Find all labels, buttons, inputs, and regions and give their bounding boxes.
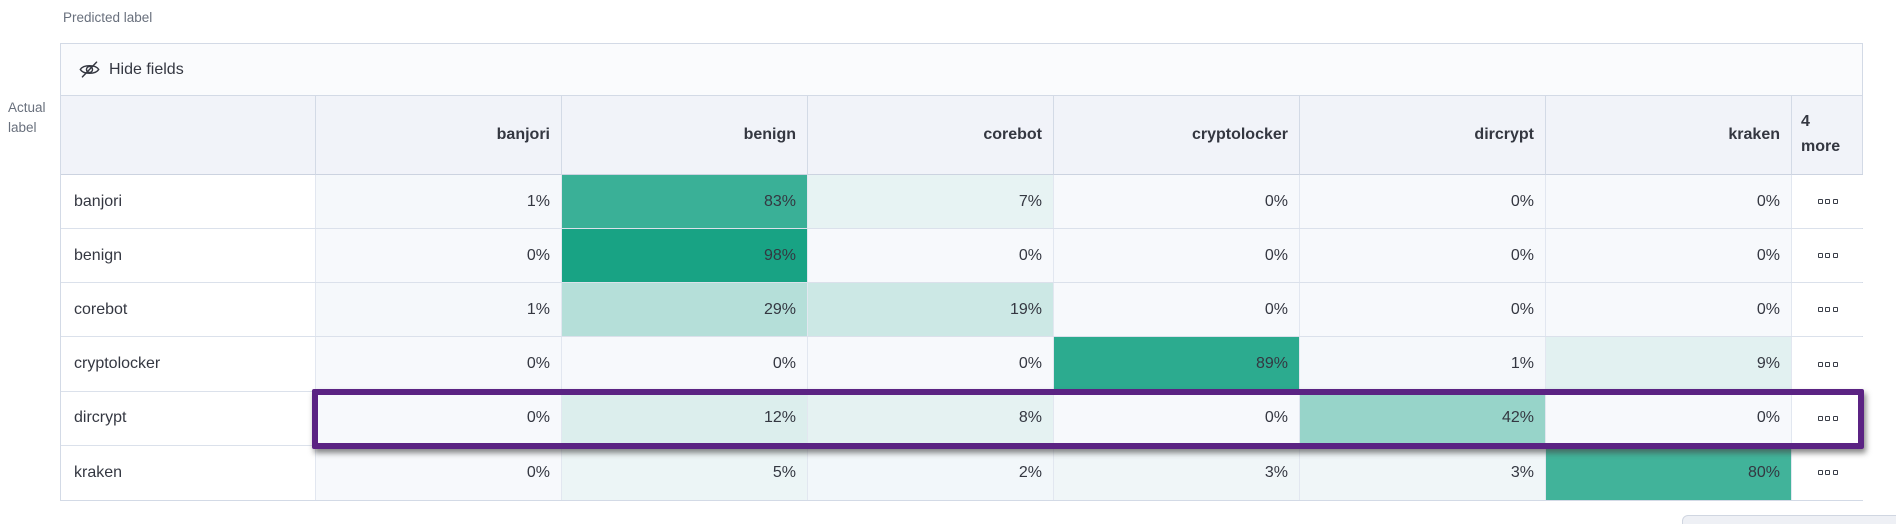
matrix-cell[interactable]: 0% <box>1054 229 1300 283</box>
matrix-cell[interactable]: 2% <box>808 445 1054 500</box>
matrix-cell[interactable]: 7% <box>808 175 1054 229</box>
matrix-cell[interactable]: 0% <box>1546 229 1792 283</box>
matrix-cell[interactable]: 3% <box>1300 445 1546 500</box>
column-header-benign[interactable]: benign <box>562 96 808 175</box>
matrix-cell[interactable]: 9% <box>1546 337 1792 391</box>
hide-fields-label: Hide fields <box>109 60 184 78</box>
matrix-cell[interactable]: 80% <box>1546 445 1792 500</box>
matrix-cell[interactable]: 0% <box>1054 283 1300 337</box>
column-header-more[interactable]: 4 more <box>1792 96 1863 175</box>
boxes-horizontal-icon <box>1817 470 1838 476</box>
matrix-cell[interactable]: 1% <box>1300 337 1546 391</box>
row-label: benign <box>61 229 316 283</box>
column-header-dircrypt[interactable]: dircrypt <box>1300 96 1546 175</box>
more-columns-button[interactable] <box>1792 337 1863 391</box>
matrix-cell[interactable]: 0% <box>316 391 562 445</box>
matrix-row-dircrypt: dircrypt 0% 12% 8% 0% 42% 0% <box>61 391 1863 446</box>
matrix-cell[interactable]: 0% <box>1054 391 1300 445</box>
more-columns-button[interactable] <box>1792 229 1863 283</box>
matrix-cell[interactable]: 0% <box>562 337 808 391</box>
row-label: corebot <box>61 283 316 337</box>
more-columns-button[interactable] <box>1792 175 1863 229</box>
more-columns-button[interactable] <box>1792 391 1863 445</box>
matrix-cell[interactable]: 1% <box>316 283 562 337</box>
matrix-cell[interactable]: 42% <box>1300 391 1546 445</box>
matrix-cell[interactable]: 8% <box>808 391 1054 445</box>
row-label: banjori <box>61 175 316 229</box>
matrix-row-banjori: banjori 1% 83% 7% 0% 0% 0% <box>61 175 1863 230</box>
matrix-cell[interactable]: 0% <box>1300 283 1546 337</box>
matrix-cell[interactable]: 12% <box>562 391 808 445</box>
eye-slash-icon <box>79 59 100 80</box>
data-grid: Hide fields banjori benign corebot cryptolo… <box>60 43 1863 501</box>
matrix-cell[interactable]: 0% <box>1546 283 1792 337</box>
matrix-cell[interactable]: 89% <box>1054 337 1300 391</box>
matrix-row-benign: benign 0% 98% 0% 0% 0% 0% <box>61 229 1863 284</box>
matrix-body: banjori 1% 83% 7% 0% 0% 0% benign 0% 98% 0% 0% 0% 0% c… <box>61 175 1863 500</box>
boxes-horizontal-icon <box>1817 199 1838 205</box>
row-label: cryptolocker <box>61 337 316 391</box>
more-columns-button[interactable] <box>1792 445 1863 500</box>
header-label-spacer <box>61 96 316 175</box>
predicted-label-caption: Predicted label <box>63 10 153 25</box>
matrix-cell[interactable]: 5% <box>562 445 808 500</box>
more-columns-button[interactable] <box>1792 283 1863 337</box>
column-header-banjori[interactable]: banjori <box>316 96 562 175</box>
row-label: kraken <box>61 445 316 500</box>
matrix-cell[interactable]: 19% <box>808 283 1054 337</box>
matrix-cell[interactable]: 0% <box>1054 175 1300 229</box>
matrix-cell[interactable]: 0% <box>808 337 1054 391</box>
matrix-cell[interactable]: 0% <box>316 337 562 391</box>
matrix-cell[interactable]: 0% <box>316 445 562 500</box>
matrix-cell[interactable]: 83% <box>562 175 808 229</box>
matrix-cell[interactable]: 29% <box>562 283 808 337</box>
matrix-cell[interactable]: 0% <box>808 229 1054 283</box>
hide-fields-button[interactable]: Hide fields <box>79 59 184 80</box>
column-header-cryptolocker[interactable]: cryptolocker <box>1054 96 1300 175</box>
boxes-horizontal-icon <box>1817 253 1838 259</box>
boxes-horizontal-icon <box>1817 307 1838 313</box>
column-header-kraken[interactable]: kraken <box>1546 96 1792 175</box>
boxes-horizontal-icon <box>1817 361 1838 367</box>
matrix-cell[interactable]: 0% <box>1546 175 1792 229</box>
matrix-cell[interactable]: 0% <box>316 229 562 283</box>
matrix-cell[interactable]: 0% <box>1546 391 1792 445</box>
matrix-row-corebot: corebot 1% 29% 19% 0% 0% 0% <box>61 283 1863 338</box>
matrix-cell[interactable]: 1% <box>316 175 562 229</box>
matrix-header-row: banjori benign corebot cryptolocker dircrypt… <box>61 96 1863 175</box>
grid-toolbar: Hide fields <box>61 44 1862 96</box>
matrix-cell[interactable]: 3% <box>1054 445 1300 500</box>
matrix-cell[interactable]: 0% <box>1300 175 1546 229</box>
matrix-row-kraken: kraken 0% 5% 2% 3% 3% 80% <box>61 445 1863 500</box>
boxes-horizontal-icon <box>1817 415 1838 421</box>
matrix-cell[interactable]: 98% <box>562 229 808 283</box>
horizontal-scrollbar[interactable] <box>1682 515 1896 524</box>
column-header-corebot[interactable]: corebot <box>808 96 1054 175</box>
actual-label-caption: Actual label <box>8 100 46 135</box>
row-label: dircrypt <box>61 391 316 445</box>
matrix-cell[interactable]: 0% <box>1300 229 1546 283</box>
matrix-row-cryptolocker: cryptolocker 0% 0% 0% 89% 1% 9% <box>61 337 1863 392</box>
